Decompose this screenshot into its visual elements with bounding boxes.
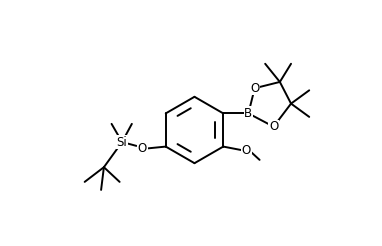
Text: O: O	[269, 120, 278, 133]
Text: O: O	[242, 144, 251, 157]
Text: O: O	[250, 82, 259, 95]
Text: O: O	[138, 142, 147, 155]
Text: B: B	[244, 107, 253, 120]
Text: Si: Si	[117, 136, 128, 149]
